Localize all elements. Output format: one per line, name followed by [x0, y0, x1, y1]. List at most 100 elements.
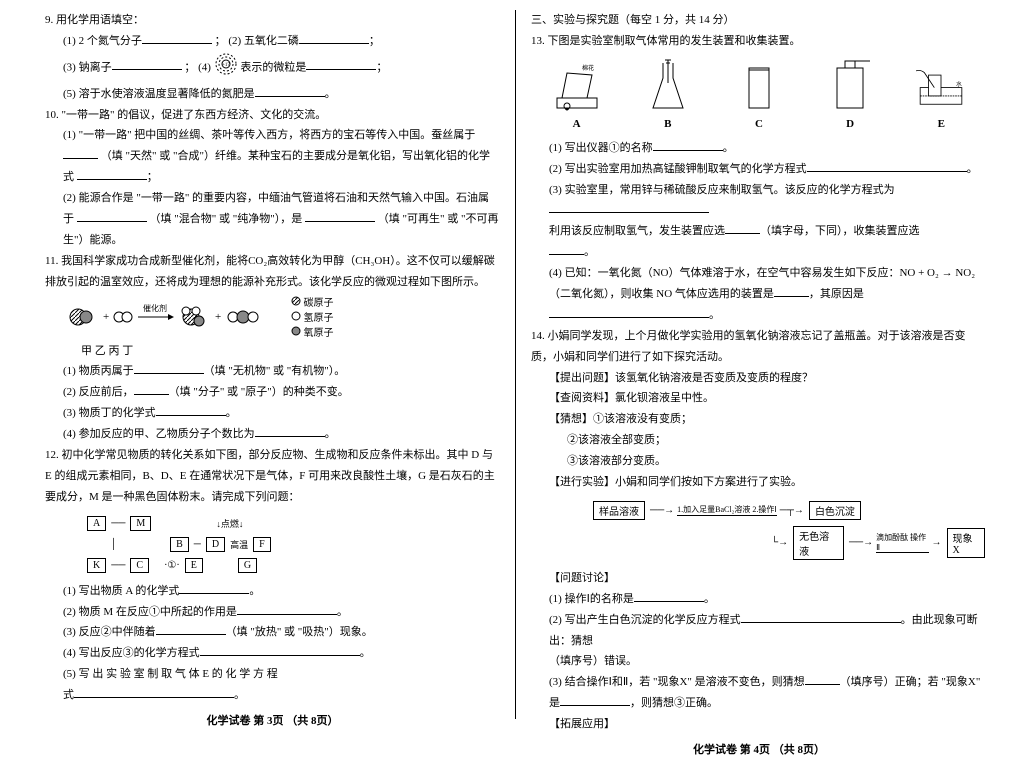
apparatus-C: C [729, 58, 789, 130]
t: (3) 实验室里，常用锌与稀硫酸反应来制取氢气。该反应的化学方程式为 [549, 184, 895, 196]
blank [805, 673, 840, 685]
t: (4) 已知：一氧化氮（NO）气体难溶于水，在空气中容易发生如下反应：NO + … [549, 267, 975, 300]
flow-o1: 白色沉淀 [809, 501, 861, 520]
blank [134, 383, 169, 395]
t: （填字母，下同），收集装置应选 [760, 225, 920, 237]
q14-cx2: ②该溶液全部变质； [531, 430, 987, 451]
q9-p5e: 。 [325, 88, 336, 100]
lb: 氢原子 [304, 313, 334, 324]
page-footer-left: 化学试卷 第 3页 （共 8页） [45, 712, 500, 728]
flow-o2: 无色溶液 [793, 526, 844, 560]
blank [549, 201, 709, 213]
node-B: B [170, 537, 189, 552]
t: 。 [584, 246, 595, 258]
q14-sy: 【进行实验】小娟和同学们按如下方案进行了实验。 [531, 472, 987, 493]
label-E: E [911, 118, 971, 130]
blank [255, 85, 325, 97]
node-D: D [206, 537, 225, 552]
step2: 滴加酚酞 操作Ⅱ [876, 532, 928, 553]
q14-p2: (2) 写出产生白色沉淀的化学反应方程式。由此现象可断出：猜想 [531, 610, 987, 652]
q9-p5t: (5) 溶于水使溶液温度显著降低的氮肥是 [63, 88, 255, 100]
q9-p3: (3) 钠离子 ； (4) +17 表示的微粒是； [45, 52, 500, 84]
arrow-icon: │ [110, 539, 117, 550]
q14-stem: 14. 小娟同学发现，上个月做化学实验用的氢氧化钠溶液忘记了盖瓶盖。对于该溶液是… [531, 326, 987, 368]
q11-stem: 11. 我国科学家成功合成新型催化剂，能将CO₂高效转化为甲醇（CH₃OH）。这… [45, 251, 500, 293]
lc: 氧原子 [304, 328, 334, 339]
arrow-icon: ──→ [849, 537, 873, 548]
apparatus-B: B [638, 58, 698, 130]
q10-p2b: （填 "混合物" 或 "纯净物"），是 [150, 213, 303, 225]
q9-p1: (1) 2 个氮气分子 ； (2) 五氧化二磷； [45, 31, 500, 52]
q11-p4: (4) 参加反应的甲、乙物质分子个数比为。 [45, 424, 500, 445]
blank [237, 603, 337, 615]
blank [156, 404, 226, 416]
q13-p1: (1) 写出仪器①的名称。 [531, 138, 987, 159]
q9-stem: 9. 用化学用语填空： [45, 10, 500, 31]
q14-tw: 【提出问题】该氢氧化钠溶液是否变质及变质的程度？ [531, 368, 987, 389]
t: 。 [337, 606, 348, 618]
q13-p2: (2) 写出实验室用加热高锰酸钾制取氧气的化学方程式。 [531, 159, 987, 180]
t: 点燃 [221, 519, 239, 529]
q12-p5b: 式。 [45, 685, 500, 706]
t: (2) 反应前后， [63, 386, 134, 398]
blank [200, 644, 360, 656]
q13-p4: (4) 已知：一氧化氮（NO）气体难溶于水，在空气中容易发生如下反应：NO + … [531, 263, 987, 305]
q9-p3c: 表示的微粒是 [240, 61, 306, 73]
arrow-icon: └→ [771, 537, 788, 548]
t: ，则猜想③正确。 [630, 697, 718, 709]
node-A: A [87, 516, 106, 531]
q12-p5a: (5) 写 出 实 验 室 制 取 气 体 E 的 化 学 方 程 [45, 664, 500, 685]
node-K: K [87, 558, 106, 573]
arrow-icon: ─ [194, 539, 201, 550]
q13-p3b: 利用该反应制取氢气，发生装置应选（填字母，下同），收集装置应选 [531, 221, 987, 242]
arrow-icon: ─┬→ [780, 505, 804, 516]
step1: 1.加入足量BaCl₂溶液 2.操作Ⅰ [677, 504, 777, 516]
blank [74, 686, 234, 698]
t: (1) 操作Ⅰ的名称是 [549, 593, 634, 605]
node-E: E [185, 558, 203, 573]
cond: ↓点燃↓ [216, 517, 243, 530]
q14-ty: 【拓展应用】 [531, 714, 987, 735]
q11-legend: 碳原子 氢原子 氧原子 [291, 294, 334, 339]
t: （填序号）错误。 [549, 655, 637, 667]
t: （填 "无机物" 或 "有机物"）。 [204, 365, 346, 377]
svg-text:+: + [103, 311, 109, 323]
t: (2) 写出实验室用加热高锰酸钾制取氧气的化学方程式 [549, 163, 807, 175]
q13-p3e: 。 [531, 242, 987, 263]
svg-text:+: + [215, 311, 221, 323]
t: (1) 物质丙属于 [63, 365, 134, 377]
t: (4) 参加反应的甲、乙物质分子个数比为 [63, 428, 255, 440]
q11-p2: (2) 反应前后， （填 "分子" 或 "原子"）的种类不变。 [45, 382, 500, 403]
q12-p3: (3) 反应②中伴随着（填 "放热" 或 "吸热"）现象。 [45, 622, 500, 643]
q10-p2: (2) 能源合作是 "一带一路" 的重要内容，中缅油气管道将石油和天然气输入中国… [45, 188, 500, 251]
t: （填 "分子" 或 "原子"）的种类不变。 [169, 386, 349, 398]
t: 。 [360, 647, 371, 659]
t: ，其原因是 [809, 288, 864, 300]
t: (4) 写出反应③的化学方程式 [63, 647, 200, 659]
svg-text:催化剂: 催化剂 [143, 303, 167, 313]
q14-p2c: （填序号）错误。 [531, 651, 987, 672]
blank [77, 210, 147, 222]
t: 。 [704, 593, 715, 605]
q10-p1e: ； [147, 171, 158, 183]
q12-flow: A ── M ↓点燃↓ │ B ─ D 高温 F K ── C ·①· E G [85, 514, 500, 575]
legend-row: 碳原子 [291, 294, 334, 309]
q12-p4: (4) 写出反应③的化学方程式 。 [45, 643, 500, 664]
q14-p3: (3) 结合操作Ⅰ和Ⅱ，若 "现象X" 是溶液不变色，则猜想（填序号）正确；若 … [531, 672, 987, 714]
q11-p1: (1) 物质丙属于 （填 "无机物" 或 "有机物"）。 [45, 361, 500, 382]
legend-row: 氢原子 [291, 309, 334, 324]
q10-p1: (1) "一带一路" 把中国的丝绸、茶叶等传入西方，将西方的宝石等传入中国。蚕丝… [45, 125, 500, 188]
t: (3) 结合操作Ⅰ和Ⅱ，若 "现象X" 是溶液不变色，则猜想 [549, 676, 805, 688]
t: (2) 物质 M 在反应①中所起的作用是 [63, 606, 237, 618]
arrow-icon: ──→ [650, 505, 674, 516]
t: 。 [249, 585, 260, 597]
legend-row: 氧原子 [291, 324, 334, 339]
t: （填 "放热" 或 "吸热"）现象。 [226, 626, 373, 638]
t: (3) 物质丁的化学式 [63, 407, 156, 419]
t: 。 [709, 309, 720, 321]
node-C: C [130, 558, 149, 573]
blank [549, 306, 709, 318]
blank [299, 32, 369, 44]
node-F: F [253, 537, 271, 552]
q13-p3: (3) 实验室里，常用锌与稀硫酸反应来制取氢气。该反应的化学方程式为 [531, 180, 987, 222]
